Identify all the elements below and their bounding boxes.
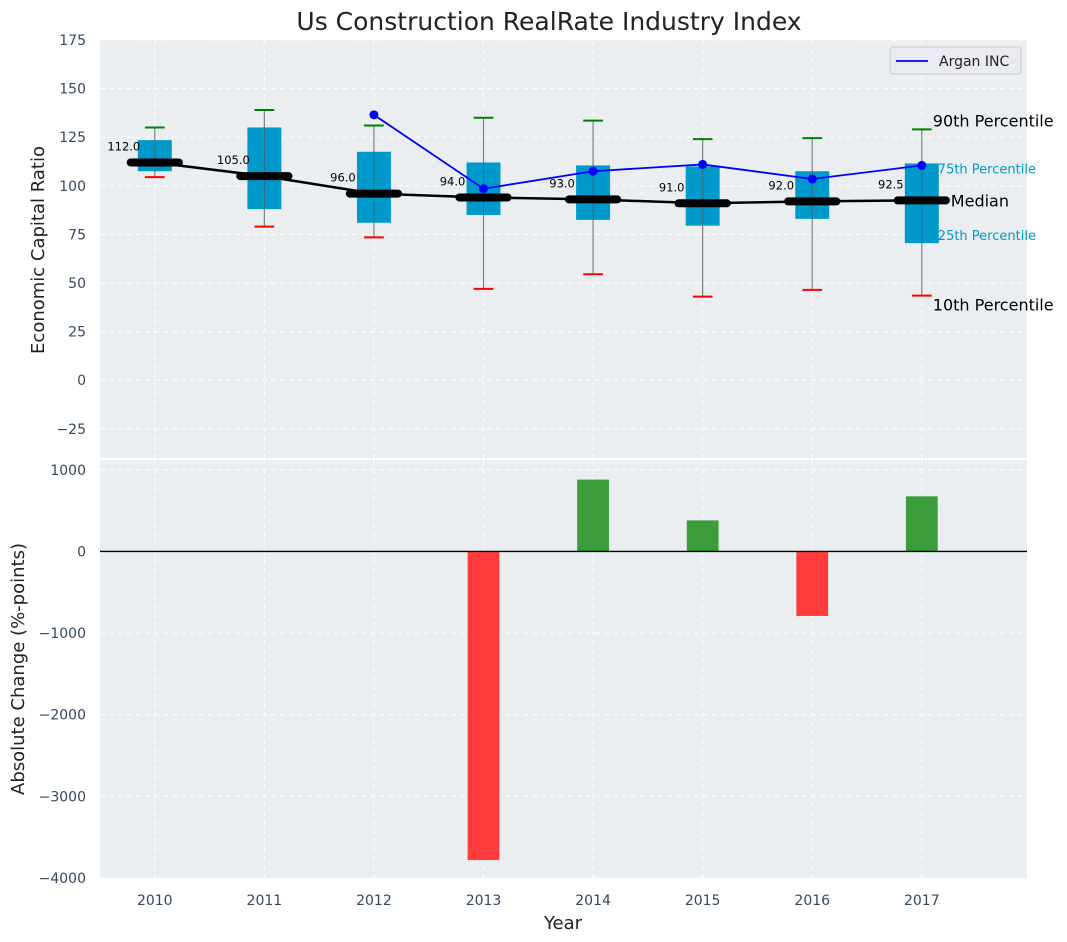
bottom-y-tick-label: 0 bbox=[77, 544, 86, 560]
x-tick-label: 2012 bbox=[356, 893, 392, 909]
x-tick-label: 2010 bbox=[137, 893, 173, 909]
argan-point bbox=[917, 160, 927, 170]
argan-point bbox=[369, 110, 379, 120]
percentile-annotations: 90th Percentile 75th Percentile Median 25th… bbox=[933, 111, 1054, 314]
argan-point bbox=[479, 184, 489, 194]
bottom-y-tick-label: −2000 bbox=[39, 708, 86, 724]
top-y-tick-label: 0 bbox=[77, 373, 86, 389]
bottom-y-axis-label: Absolute Change (%-points) bbox=[8, 543, 29, 795]
median-value-label: 105.0 bbox=[217, 153, 250, 167]
top-y-tick-label: 175 bbox=[59, 33, 86, 49]
x-tick-label: 2016 bbox=[794, 893, 830, 909]
p90-annotation: 90th Percentile bbox=[933, 111, 1054, 130]
bar-2013 bbox=[467, 551, 500, 861]
p75-annotation: 75th Percentile bbox=[938, 162, 1036, 177]
x-tick-label: 2011 bbox=[247, 893, 283, 909]
argan-point bbox=[807, 174, 817, 184]
legend: Argan INC bbox=[889, 46, 1022, 75]
x-ticks: 2010 2011 2012 2013 2014 2015 2016 2017 bbox=[137, 893, 940, 909]
median-value-label: 92.5 bbox=[878, 177, 904, 191]
x-tick-label: 2013 bbox=[466, 893, 502, 909]
bar-2015 bbox=[686, 520, 719, 552]
bottom-y-tick-label: −3000 bbox=[39, 789, 86, 805]
argan-point bbox=[698, 159, 708, 169]
median-annotation: Median bbox=[951, 191, 1009, 210]
box-2015 bbox=[685, 138, 720, 298]
median-value-label: 112.0 bbox=[107, 139, 140, 153]
bar-2017 bbox=[905, 496, 938, 552]
p25-annotation: 25th Percentile bbox=[938, 229, 1036, 244]
x-tick-label: 2014 bbox=[575, 893, 611, 909]
top-y-tick-label: 100 bbox=[59, 179, 86, 195]
median-value-label: 92.0 bbox=[768, 178, 794, 192]
median-trend: 112.0 105.0 96.0 94.0 93.0 91.0 92.0 92.5 bbox=[107, 139, 950, 208]
median-value-label: 96.0 bbox=[330, 171, 356, 185]
argan-line bbox=[373, 114, 922, 190]
change-bars bbox=[100, 479, 1027, 861]
bar-2016 bbox=[796, 551, 829, 616]
chart-title: Us Construction RealRate Industry Index bbox=[296, 7, 801, 36]
top-plot-background bbox=[100, 40, 1027, 458]
box-2012 bbox=[356, 124, 391, 239]
bar-2014 bbox=[577, 479, 609, 552]
top-y-axis-label: Economic Capital Ratio bbox=[28, 146, 49, 354]
median-value-label: 91.0 bbox=[659, 180, 685, 194]
bottom-y-tick-label: −4000 bbox=[39, 871, 86, 887]
median-value-label: 94.0 bbox=[440, 174, 466, 188]
median-value-label: 93.0 bbox=[549, 176, 575, 190]
bottom-y-ticks: −4000 −3000 −2000 −1000 0 1000 bbox=[39, 463, 86, 887]
top-y-tick-label: 50 bbox=[68, 276, 86, 292]
box-2011 bbox=[247, 108, 282, 228]
bottom-y-tick-label: −1000 bbox=[39, 626, 86, 642]
bottom-y-tick-label: 1000 bbox=[50, 463, 86, 479]
top-panel: −25 0 25 50 75 100 125 150 175 112.0 105.0 96.0 94.… bbox=[28, 33, 1054, 458]
p10-annotation: 10th Percentile bbox=[933, 296, 1054, 315]
top-y-ticks: −25 0 25 50 75 100 125 150 175 bbox=[56, 33, 86, 438]
top-y-tick-label: 125 bbox=[59, 130, 86, 146]
top-y-tick-label: −25 bbox=[56, 422, 86, 438]
top-y-tick-label: 150 bbox=[59, 82, 86, 98]
bottom-plot-background bbox=[100, 460, 1027, 878]
argan-point bbox=[588, 166, 598, 176]
x-tick-label: 2017 bbox=[904, 893, 940, 909]
top-y-tick-label: 75 bbox=[68, 227, 86, 243]
x-axis-label: Year bbox=[543, 913, 583, 934]
legend-label: Argan INC bbox=[939, 54, 1009, 70]
top-y-tick-label: 25 bbox=[68, 325, 86, 341]
x-tick-label: 2015 bbox=[685, 893, 721, 909]
legend-box bbox=[889, 46, 1022, 75]
argan-series bbox=[369, 110, 927, 194]
